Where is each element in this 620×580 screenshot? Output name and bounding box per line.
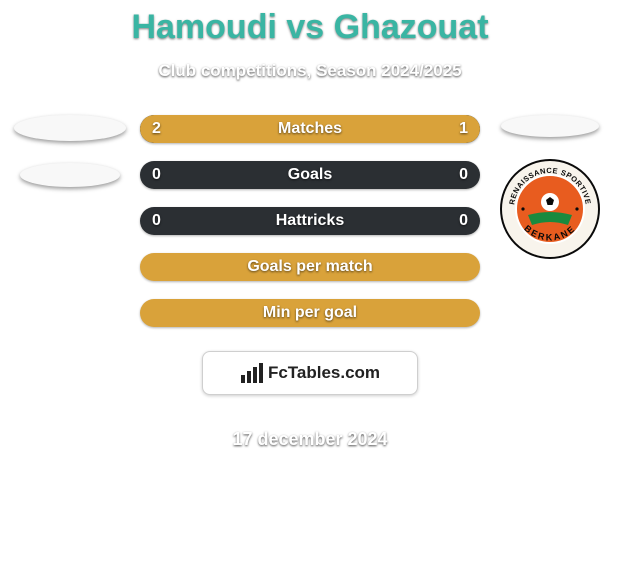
stat-label: Min per goal	[263, 304, 357, 322]
stat-val-left: 2	[152, 120, 161, 138]
bar-chart-icon	[240, 363, 264, 383]
stat-label: Matches	[278, 120, 342, 138]
stat-row-mpg: Min per goal	[140, 299, 480, 327]
stat-row-gpm: Goals per match	[140, 253, 480, 281]
left-badge-2	[20, 163, 120, 187]
date-text: 17 december 2024	[232, 429, 387, 450]
stats-wrap: 2 Matches 1 0 Goals 0 0 Hattricks 0 Goal…	[0, 115, 620, 450]
stat-row-hattricks: 0 Hattricks 0	[140, 207, 480, 235]
stat-label: Goals	[288, 166, 332, 184]
stat-val-right: 0	[459, 166, 468, 184]
brand-text: FcTables.com	[268, 363, 380, 383]
brand-box[interactable]: FcTables.com	[202, 351, 418, 395]
stat-row-matches: 2 Matches 1	[140, 115, 480, 143]
stat-val-right: 0	[459, 212, 468, 230]
stat-val-left: 0	[152, 212, 161, 230]
stat-row-goals: 0 Goals 0	[140, 161, 480, 189]
page-title: Hamoudi vs Ghazouat	[0, 0, 620, 47]
stat-val-right: 1	[459, 120, 468, 138]
center-col: 2 Matches 1 0 Goals 0 0 Hattricks 0 Goal…	[140, 115, 480, 450]
subtitle: Club competitions, Season 2024/2025	[0, 61, 620, 81]
club-crest-icon: RENAISSANCE SPORTIVE BERKANE	[500, 159, 600, 259]
left-badge-1	[14, 115, 126, 141]
stat-label: Goals per match	[247, 258, 372, 276]
stat-val-left: 0	[152, 166, 161, 184]
right-badge-1	[501, 115, 599, 137]
right-team-col: RENAISSANCE SPORTIVE BERKANE	[490, 115, 610, 259]
stat-label: Hattricks	[276, 212, 344, 230]
left-team-col	[10, 115, 130, 187]
